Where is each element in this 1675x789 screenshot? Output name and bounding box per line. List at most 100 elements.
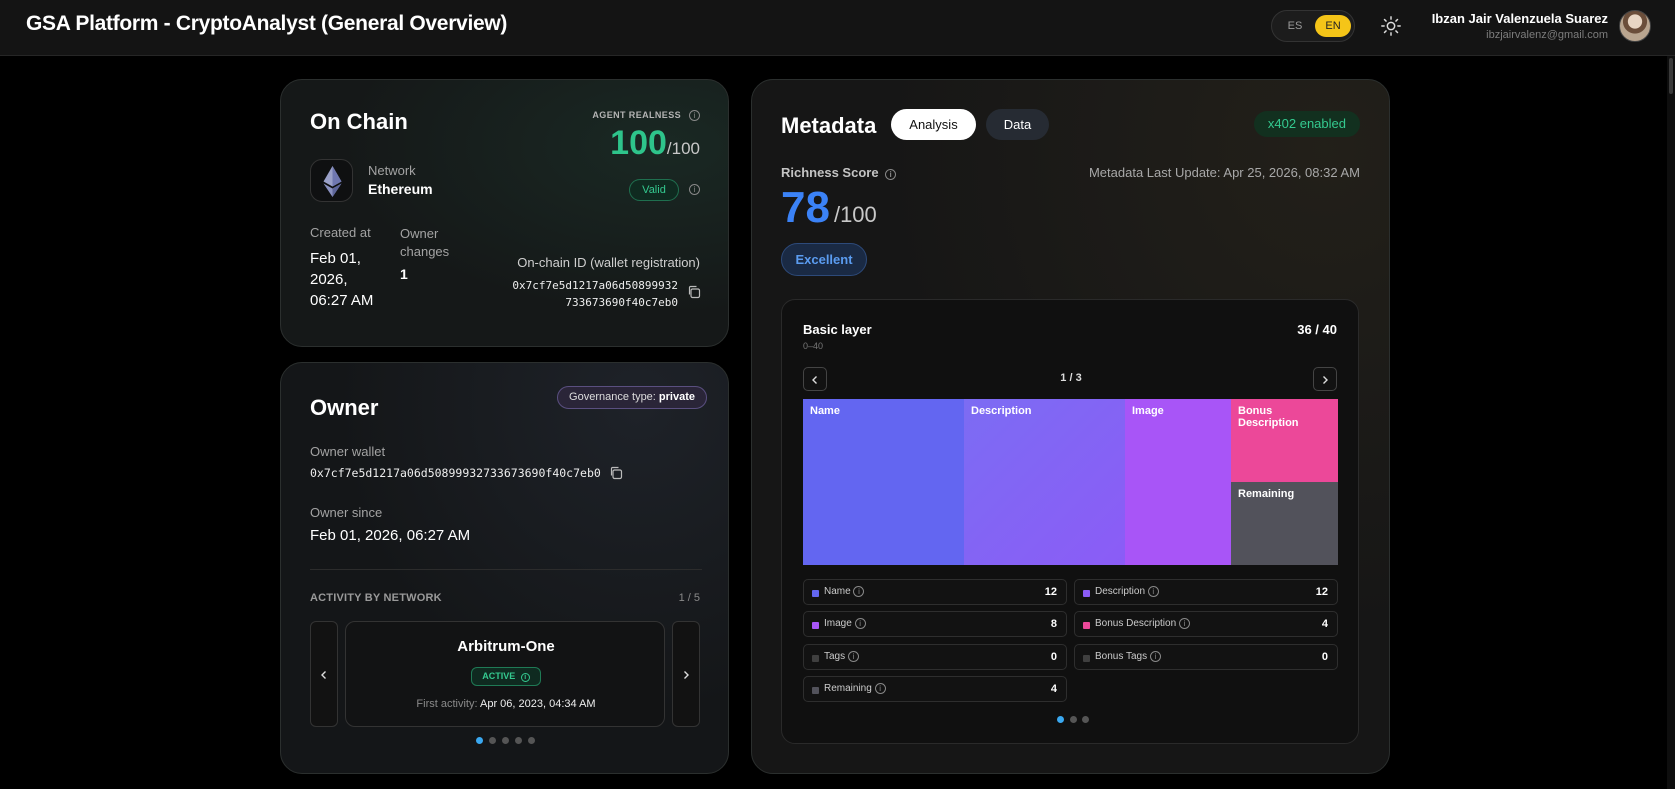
info-icon[interactable]: i [853,586,865,597]
chevron-left-icon [321,670,326,679]
owner-card: Owner Governance type: private Owner wal… [280,362,729,774]
treemap-image[interactable]: Image [1125,399,1231,565]
copy-icon[interactable] [609,466,623,480]
network-label: Network [368,163,416,178]
info-icon[interactable]: i [847,651,859,662]
legend-swatch [812,687,819,694]
realness-value: 100 [610,124,667,162]
legend-item-tags[interactable]: Tags i 0 [803,644,1067,670]
richness-score: 78/100 [781,183,877,233]
chevron-right-icon [684,670,689,679]
activity-dot[interactable] [515,737,522,744]
owner-wallet-value[interactable]: 0x7cf7e5d1217a06d50899932733673690f40c7e… [310,466,601,480]
onchain-title: On Chain [310,109,408,134]
legend-item-name[interactable]: Name i 12 [803,579,1067,605]
valid-badge: Valid [629,179,679,201]
tab-analysis[interactable]: Analysis [891,109,976,140]
treemap-name[interactable]: Name [803,399,964,565]
onchain-id-value[interactable]: 0x7cf7e5d1217a06d50899932 733673690f40c7… [512,279,678,309]
owner-divider [310,569,702,570]
x402-badge: x402 enabled [1253,111,1360,137]
realness-score: 100/100 [610,124,700,163]
chevron-left-icon [812,375,817,384]
treemap-description[interactable]: Description [964,399,1125,565]
avatar[interactable] [1619,10,1651,42]
network-icon-box [310,159,353,202]
activity-by-network-label: ACTIVITY BY NETWORK [310,592,442,604]
owner-changes-value: 1 [400,266,408,282]
page-scrollbar[interactable] [1667,56,1675,789]
activity-dot[interactable] [502,737,509,744]
copy-icon[interactable] [687,285,701,299]
sun-icon[interactable] [1380,15,1402,37]
layer-page-indicator: 1 / 3 [1060,372,1082,384]
onchain-id-label: On-chain ID (wallet registration) [517,255,700,270]
owner-wallet-label: Owner wallet [310,444,386,459]
created-at-label: Created at [310,225,371,240]
realness-max: /100 [666,139,700,158]
layer-panel: Basic layer 0–40 36 / 40 1 / 3 Name Desc… [781,299,1359,744]
created-at-value: Feb 01, 2026, 06:27 AM [310,250,374,309]
richness-info-icon[interactable]: i [885,169,897,180]
legend-item-bonus-tags[interactable]: Bonus Tags i 0 [1074,644,1338,670]
richness-value: 78 [781,183,830,232]
active-info-icon[interactable]: i [520,673,530,682]
owner-changes-label: Owner changes [400,226,450,259]
richness-score-label: Richness Score i [781,165,897,180]
user-email: ibzjairvalenz@gmail.com [1486,29,1608,41]
layer-dot[interactable] [1082,716,1089,723]
layer-next-button[interactable] [1313,367,1337,391]
top-header: GSA Platform - CryptoAnalyst (General Ov… [0,0,1675,56]
agent-realness-label: AGENT REALNESS [592,110,681,120]
user-name: Ibzan Jair Valenzuela Suarez [1431,11,1608,26]
ethereum-icon [323,166,342,197]
lang-es-button[interactable]: ES [1287,20,1303,32]
activity-prev-button[interactable] [310,621,338,727]
info-icon[interactable]: i [1178,618,1190,629]
richness-max: /100 [833,202,877,227]
legend-swatch [1083,622,1090,629]
layer-title: Basic layer [803,322,872,337]
legend-item-remaining[interactable]: Remaining i 4 [803,676,1067,702]
legend-item-description[interactable]: Description i 12 [1074,579,1338,605]
metadata-last-update: Metadata Last Update: Apr 25, 2026, 08:3… [1088,165,1360,180]
activity-dot[interactable] [476,737,483,744]
lang-en-button[interactable]: EN [1315,15,1351,37]
activity-next-button[interactable] [672,621,700,727]
legend-swatch [812,655,819,662]
chevron-right-icon [1323,375,1328,384]
owner-since-value: Feb 01, 2026, 06:27 AM [310,527,471,544]
governance-badge: Governance type: private [557,386,707,409]
info-icon[interactable]: i [874,683,886,694]
layer-dot[interactable] [1070,716,1077,723]
metadata-title: Metadata [781,113,877,138]
legend-swatch [812,590,819,597]
legend-item-image[interactable]: Image i 8 [803,611,1067,637]
treemap-bonus-description[interactable]: Bonus Description [1231,399,1338,482]
activity-dot[interactable] [489,737,496,744]
legend-item-bonus-description[interactable]: Bonus Description i 4 [1074,611,1338,637]
realness-info-icon[interactable]: i [689,110,700,121]
layer-range: 0–40 [803,341,824,351]
metadata-card: Metadata Analysis Data x402 enabled Rich… [751,79,1390,774]
activity-dot[interactable] [528,737,535,744]
info-icon[interactable]: i [1149,651,1161,662]
activity-network-name: Arbitrum-One [457,638,555,655]
legend-swatch [1083,590,1090,597]
grade-badge: Excellent [781,243,867,276]
info-icon[interactable]: i [854,618,866,629]
activity-network-card: Arbitrum-One ACTIVE i First activity: Ap… [345,621,665,727]
tab-data[interactable]: Data [986,109,1049,140]
info-icon[interactable]: i [1147,586,1159,597]
scrollbar-thumb[interactable] [1669,58,1673,94]
network-value: Ethereum [368,181,433,197]
app-title: GSA Platform - CryptoAnalyst (General Ov… [26,12,508,35]
layer-dot[interactable] [1057,716,1064,723]
valid-info-icon[interactable]: i [689,184,700,195]
language-toggle[interactable]: ES EN [1271,10,1355,42]
onchain-card: On Chain AGENT REALNESS i 100/100 Valid … [280,79,729,347]
treemap-remaining[interactable]: Remaining [1231,482,1338,565]
activity-page-indicator: 1 / 5 [678,592,700,604]
layer-prev-button[interactable] [803,367,827,391]
first-activity: First activity: Apr 06, 2023, 04:34 AM [416,698,596,710]
